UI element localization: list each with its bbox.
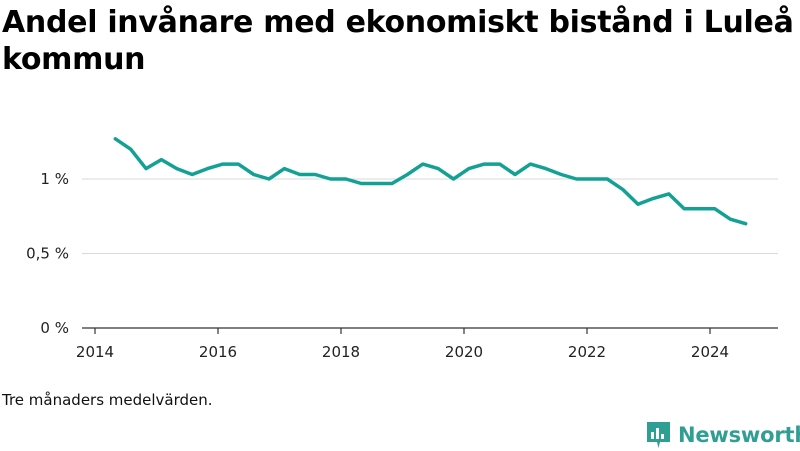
x-axis: 2014 2016 2018 2020 2022 2024 — [76, 327, 778, 361]
series-line — [113, 137, 748, 226]
line-chart: 0 % 0,5 % 1 % 2014 2016 2018 2020 2022 2024 — [26, 137, 778, 361]
newsworthy-logo-icon — [647, 422, 670, 448]
chart-title: Andel invånare med ekonomiskt bistånd i … — [2, 5, 794, 77]
x-tick-label: 2014 — [76, 343, 114, 361]
y-axis-ticks: 0 % 0,5 % 1 % — [26, 170, 69, 337]
brand-logo: Newsworthy — [645, 419, 800, 451]
x-tick-label: 2022 — [568, 343, 606, 361]
x-tick-label: 2024 — [691, 343, 729, 361]
gridlines — [82, 178, 778, 254]
series-group — [113, 137, 748, 226]
x-tick-label: 2016 — [199, 343, 237, 361]
x-tick-label: 2018 — [322, 343, 360, 361]
chart-footnote: Tre månaders medelvärden. — [2, 391, 213, 409]
brand-name: Newsworthy — [678, 423, 800, 447]
x-tick-label: 2020 — [445, 343, 483, 361]
y-tick-label: 0 % — [40, 319, 69, 337]
y-tick-label: 1 % — [40, 170, 69, 188]
y-tick-label: 0,5 % — [26, 245, 69, 263]
